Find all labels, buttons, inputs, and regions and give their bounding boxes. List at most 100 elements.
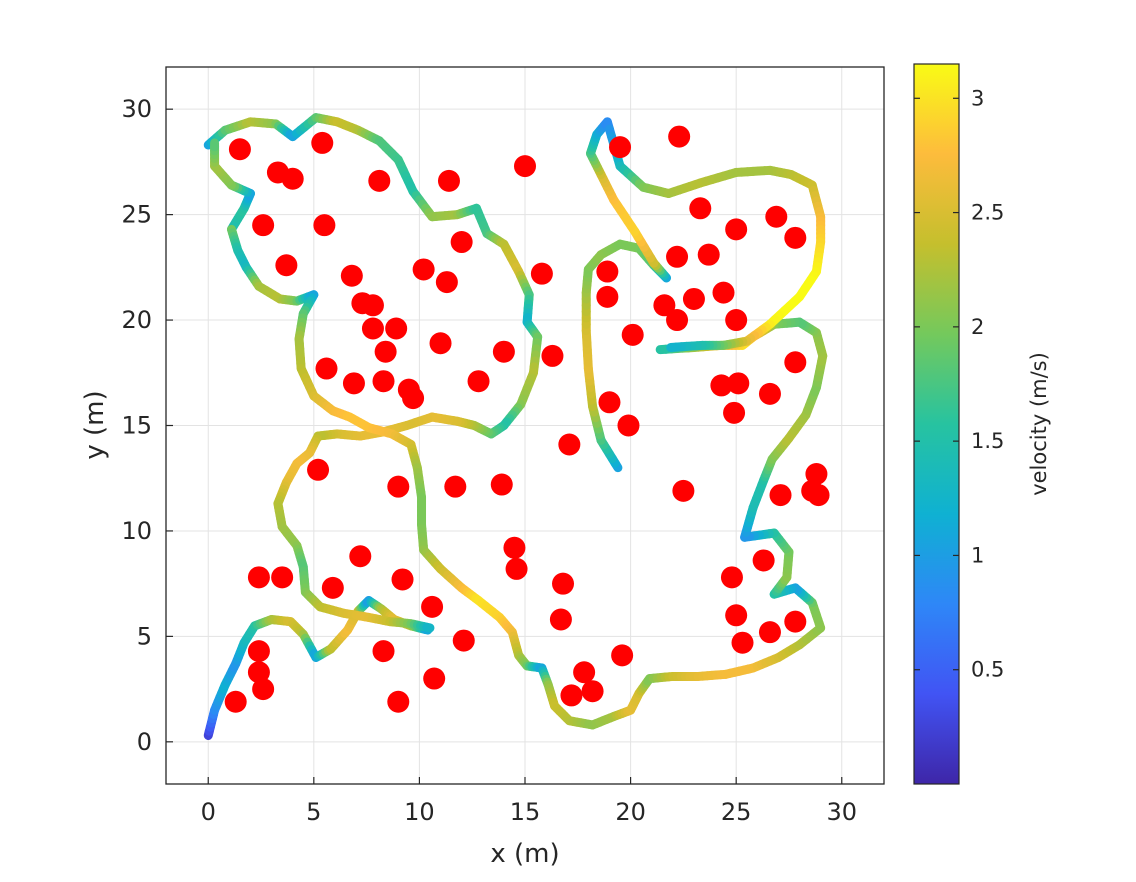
obstacle-point bbox=[372, 640, 395, 663]
obstacle-point bbox=[450, 231, 473, 254]
colorbar-tick-label: 2.5 bbox=[971, 201, 1004, 225]
path-segment bbox=[422, 622, 435, 633]
obstacle-point bbox=[765, 205, 788, 228]
y-tick-label: 0 bbox=[137, 728, 152, 756]
colorbar-tick-label: 0.5 bbox=[971, 658, 1004, 682]
obstacle-point bbox=[429, 332, 452, 355]
obstacle-point bbox=[349, 545, 372, 568]
obstacle-point bbox=[435, 271, 458, 294]
obstacle-point bbox=[224, 690, 247, 713]
obstacle-point bbox=[374, 340, 397, 363]
obstacle-point bbox=[423, 667, 446, 690]
obstacle-point bbox=[611, 644, 634, 667]
colorbar-label: velocity (m/s) bbox=[1027, 352, 1051, 496]
obstacle-point bbox=[617, 414, 640, 437]
obstacle-point bbox=[530, 262, 553, 285]
obstacle-point bbox=[752, 549, 775, 572]
obstacle-point bbox=[387, 475, 410, 498]
colorbar-tick-label: 1 bbox=[971, 543, 984, 567]
obstacle-point bbox=[596, 260, 619, 283]
trajectory bbox=[210, 138, 255, 234]
obstacle-point bbox=[725, 604, 748, 627]
obstacle-point bbox=[228, 138, 251, 161]
obstacle-point bbox=[581, 680, 604, 703]
obstacle-point bbox=[247, 566, 270, 589]
obstacle-point bbox=[315, 357, 338, 380]
obstacle-point bbox=[385, 317, 408, 340]
obstacle-point bbox=[784, 226, 807, 249]
y-axis-label: y (m) bbox=[80, 390, 110, 459]
obstacle-point bbox=[596, 285, 619, 308]
obstacle-point bbox=[340, 264, 363, 287]
obstacles bbox=[224, 125, 830, 713]
obstacle-point bbox=[598, 391, 621, 414]
trajectory bbox=[585, 117, 826, 352]
obstacle-point bbox=[514, 155, 536, 178]
x-tick-label: 20 bbox=[615, 798, 646, 826]
y-tick-label: 15 bbox=[121, 412, 152, 440]
obstacle-point bbox=[247, 661, 270, 684]
obstacle-point bbox=[758, 382, 781, 405]
obstacle-point bbox=[552, 572, 575, 595]
obstacle-point bbox=[444, 475, 467, 498]
obstacle-point bbox=[307, 458, 330, 481]
obstacle-point bbox=[621, 323, 644, 346]
obstacle-point bbox=[805, 463, 828, 486]
obstacle-point bbox=[668, 125, 691, 148]
obstacle-point bbox=[758, 621, 781, 644]
obstacle-point bbox=[666, 245, 689, 268]
y-tick-label: 30 bbox=[121, 95, 152, 123]
obstacle-point bbox=[682, 287, 705, 310]
obstacle-point bbox=[784, 610, 807, 633]
obstacle-point bbox=[784, 351, 807, 374]
x-tick-label: 25 bbox=[721, 798, 752, 826]
y-axis-ticks: 0 5 10 15 20 25 30 bbox=[121, 95, 173, 756]
obstacle-point bbox=[697, 243, 720, 266]
y-tick-label: 5 bbox=[137, 622, 152, 650]
obstacle-point bbox=[421, 595, 444, 618]
obstacle-point bbox=[769, 484, 792, 507]
x-tick-label: 0 bbox=[201, 798, 216, 826]
obstacle-point bbox=[490, 473, 513, 496]
obstacle-point bbox=[712, 281, 735, 304]
colorbar-tick-label: 3 bbox=[971, 86, 984, 110]
obstacle-point bbox=[452, 629, 475, 652]
trajectory bbox=[226, 224, 547, 673]
obstacle-point bbox=[731, 631, 754, 654]
obstacle-point bbox=[321, 576, 344, 599]
obstacle-point bbox=[247, 640, 270, 663]
obstacle-point bbox=[807, 484, 830, 507]
obstacle-point bbox=[653, 294, 676, 317]
colorbar-tick-label: 1.5 bbox=[971, 429, 1004, 453]
obstacle-point bbox=[560, 684, 583, 707]
obstacle-point bbox=[412, 258, 435, 281]
obstacle-point bbox=[252, 214, 275, 237]
obstacle-point bbox=[710, 374, 733, 397]
obstacle-point bbox=[372, 370, 395, 393]
obstacle-point bbox=[342, 372, 365, 395]
obstacle-point bbox=[723, 401, 746, 424]
colorbar-ticks: 0.5 1 1.5 2 2.5 3 bbox=[914, 86, 1004, 682]
obstacle-point bbox=[725, 309, 748, 332]
obstacle-point bbox=[467, 370, 490, 393]
obstacle-point bbox=[558, 433, 581, 456]
obstacle-point bbox=[391, 568, 414, 591]
obstacle-point bbox=[275, 254, 298, 277]
obstacle-point bbox=[725, 218, 748, 241]
obstacle-point bbox=[689, 197, 712, 220]
obstacle-point bbox=[313, 214, 336, 237]
obstacle-point bbox=[503, 536, 526, 559]
obstacle-point bbox=[281, 167, 304, 190]
obstacle-point bbox=[505, 557, 528, 580]
trajectory bbox=[537, 317, 828, 730]
obstacle-point bbox=[311, 131, 334, 154]
x-tick-label: 5 bbox=[306, 798, 321, 826]
x-tick-label: 10 bbox=[404, 798, 435, 826]
obstacle-point bbox=[666, 309, 689, 332]
y-tick-label: 20 bbox=[121, 306, 152, 334]
colorbar-tick-label: 2 bbox=[971, 315, 984, 339]
obstacle-point bbox=[573, 661, 596, 684]
obstacle-point bbox=[437, 169, 460, 192]
x-axis-ticks: 0 5 10 15 20 25 30 bbox=[201, 777, 857, 826]
obstacle-point bbox=[720, 566, 743, 589]
